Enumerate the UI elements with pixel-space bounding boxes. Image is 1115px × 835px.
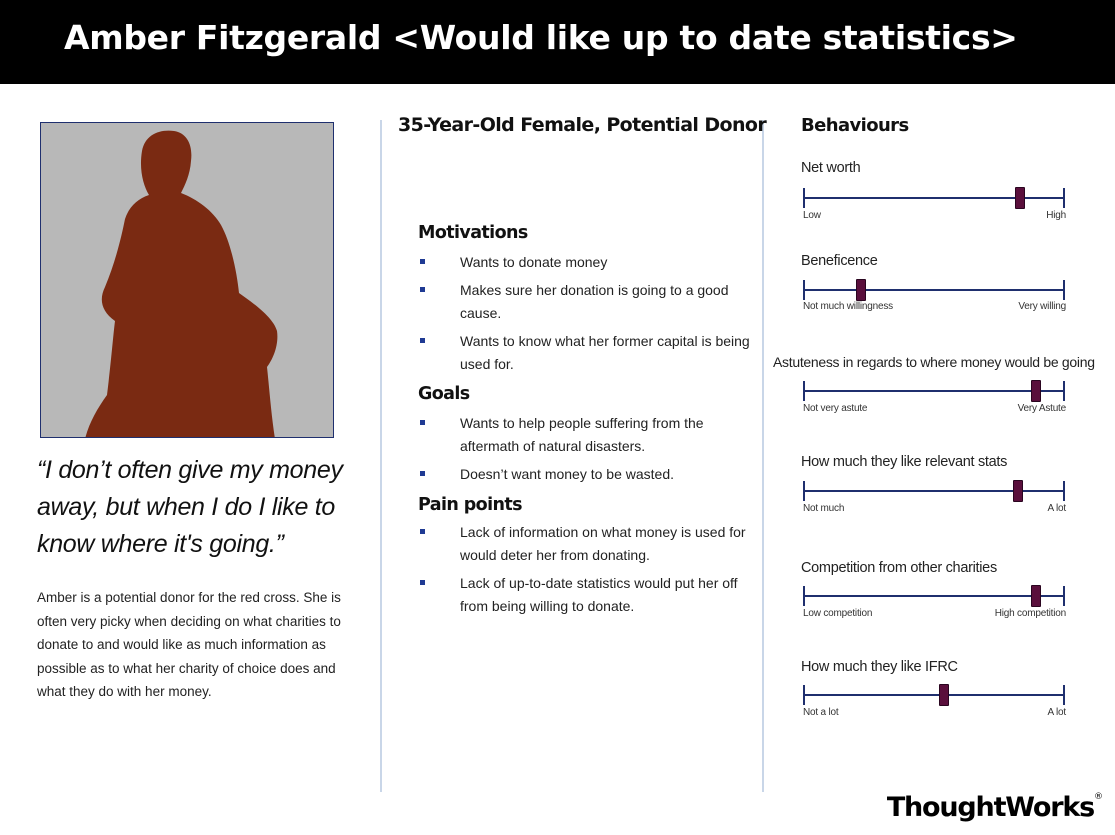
scale-low-label: Not a lot — [803, 707, 838, 718]
persona-quote: “I don’t often give my money away, but w… — [37, 452, 377, 563]
behaviour-scale-beneficence — [803, 280, 1065, 300]
scale-line — [803, 694, 1065, 696]
title-bar: Amber Fitzgerald <Would like up to date … — [0, 0, 1115, 84]
list-item: Doesn’t want money to be wasted. — [418, 463, 753, 486]
bullet-square-icon — [420, 529, 425, 534]
behaviour-scale-relevant-stats — [803, 481, 1065, 501]
scale-high-label: Very willing — [1018, 301, 1066, 312]
behaviour-label-relevant-stats: How much they like relevant stats — [801, 454, 1007, 470]
scale-line — [803, 490, 1065, 492]
scale-marker — [1015, 187, 1025, 209]
bullet-square-icon — [420, 338, 425, 343]
pain-points-heading: Pain points — [418, 495, 522, 515]
scale-tick-high — [1063, 586, 1065, 606]
person-silhouette-icon — [41, 123, 334, 438]
list-item: Wants to help people suffering from the … — [418, 412, 753, 458]
bullet-square-icon — [420, 259, 425, 264]
scale-line — [803, 289, 1065, 291]
scale-marker — [1031, 585, 1041, 607]
behaviour-scale-ifrc — [803, 685, 1065, 705]
scale-tick-low — [803, 481, 805, 501]
scale-high-label: High — [1046, 210, 1066, 221]
behaviour-label-ifrc: How much they like IFRC — [801, 659, 958, 675]
scale-high-label: A lot — [1048, 707, 1066, 718]
behaviour-label-net-worth: Net worth — [801, 160, 860, 176]
scale-marker — [939, 684, 949, 706]
scale-high-label: A lot — [1048, 503, 1066, 514]
behaviour-scale-competition — [803, 586, 1065, 606]
scale-line — [803, 595, 1065, 597]
persona-subtitle: 35-Year-Old Female, Potential Donor — [398, 114, 766, 136]
scale-low-label: Low competition — [803, 608, 872, 619]
scale-low-label: Low — [803, 210, 821, 221]
behaviour-label-astuteness: Astuteness in regards to where money wou… — [773, 354, 1095, 370]
persona-photo — [40, 122, 334, 438]
scale-tick-low — [803, 586, 805, 606]
scale-tick-low — [803, 280, 805, 300]
bullet-square-icon — [420, 420, 425, 425]
scale-line — [803, 390, 1065, 392]
thoughtworks-logo: ThoughtWorks® — [887, 792, 1103, 823]
column-divider-left — [380, 120, 382, 792]
scale-marker — [856, 279, 866, 301]
behaviour-scale-astuteness — [803, 381, 1065, 401]
scale-low-label: Not much — [803, 503, 844, 514]
scale-tick-low — [803, 381, 805, 401]
scale-tick-low — [803, 188, 805, 208]
scale-tick-high — [1063, 188, 1065, 208]
scale-tick-high — [1063, 280, 1065, 300]
column-divider-right — [762, 120, 764, 792]
behaviour-label-competition: Competition from other charities — [801, 560, 997, 576]
list-item: Wants to know what her former capital is… — [418, 330, 753, 376]
goals-list: Wants to help people suffering from the … — [418, 412, 753, 491]
scale-tick-high — [1063, 481, 1065, 501]
goals-heading: Goals — [418, 384, 470, 404]
scale-tick-high — [1063, 381, 1065, 401]
page-title: Amber Fitzgerald <Would like up to date … — [64, 18, 1018, 57]
scale-marker — [1013, 480, 1023, 502]
scale-high-label: Very Astute — [1018, 403, 1066, 414]
list-item: Wants to donate money — [418, 251, 753, 274]
scale-tick-high — [1063, 685, 1065, 705]
scale-line — [803, 197, 1065, 199]
behaviours-title: Behaviours — [801, 115, 909, 136]
persona-bio: Amber is a potential donor for the red c… — [37, 586, 367, 704]
scale-low-label: Not much willingness — [803, 301, 893, 312]
list-item: Makes sure her donation is going to a go… — [418, 279, 753, 325]
bullet-square-icon — [420, 580, 425, 585]
scale-low-label: Not very astute — [803, 403, 867, 414]
scale-high-label: High competition — [995, 608, 1066, 619]
pain-points-list: Lack of information on what money is use… — [418, 521, 753, 623]
bullet-square-icon — [420, 287, 425, 292]
motivations-list: Wants to donate money Makes sure her don… — [418, 251, 753, 381]
scale-tick-low — [803, 685, 805, 705]
bullet-square-icon — [420, 471, 425, 476]
motivations-heading: Motivations — [418, 223, 528, 243]
list-item: Lack of information on what money is use… — [418, 521, 753, 567]
scale-marker — [1031, 380, 1041, 402]
list-item: Lack of up-to-date statistics would put … — [418, 572, 753, 618]
behaviour-scale-net-worth — [803, 188, 1065, 208]
behaviour-label-beneficence: Beneficence — [801, 253, 878, 269]
